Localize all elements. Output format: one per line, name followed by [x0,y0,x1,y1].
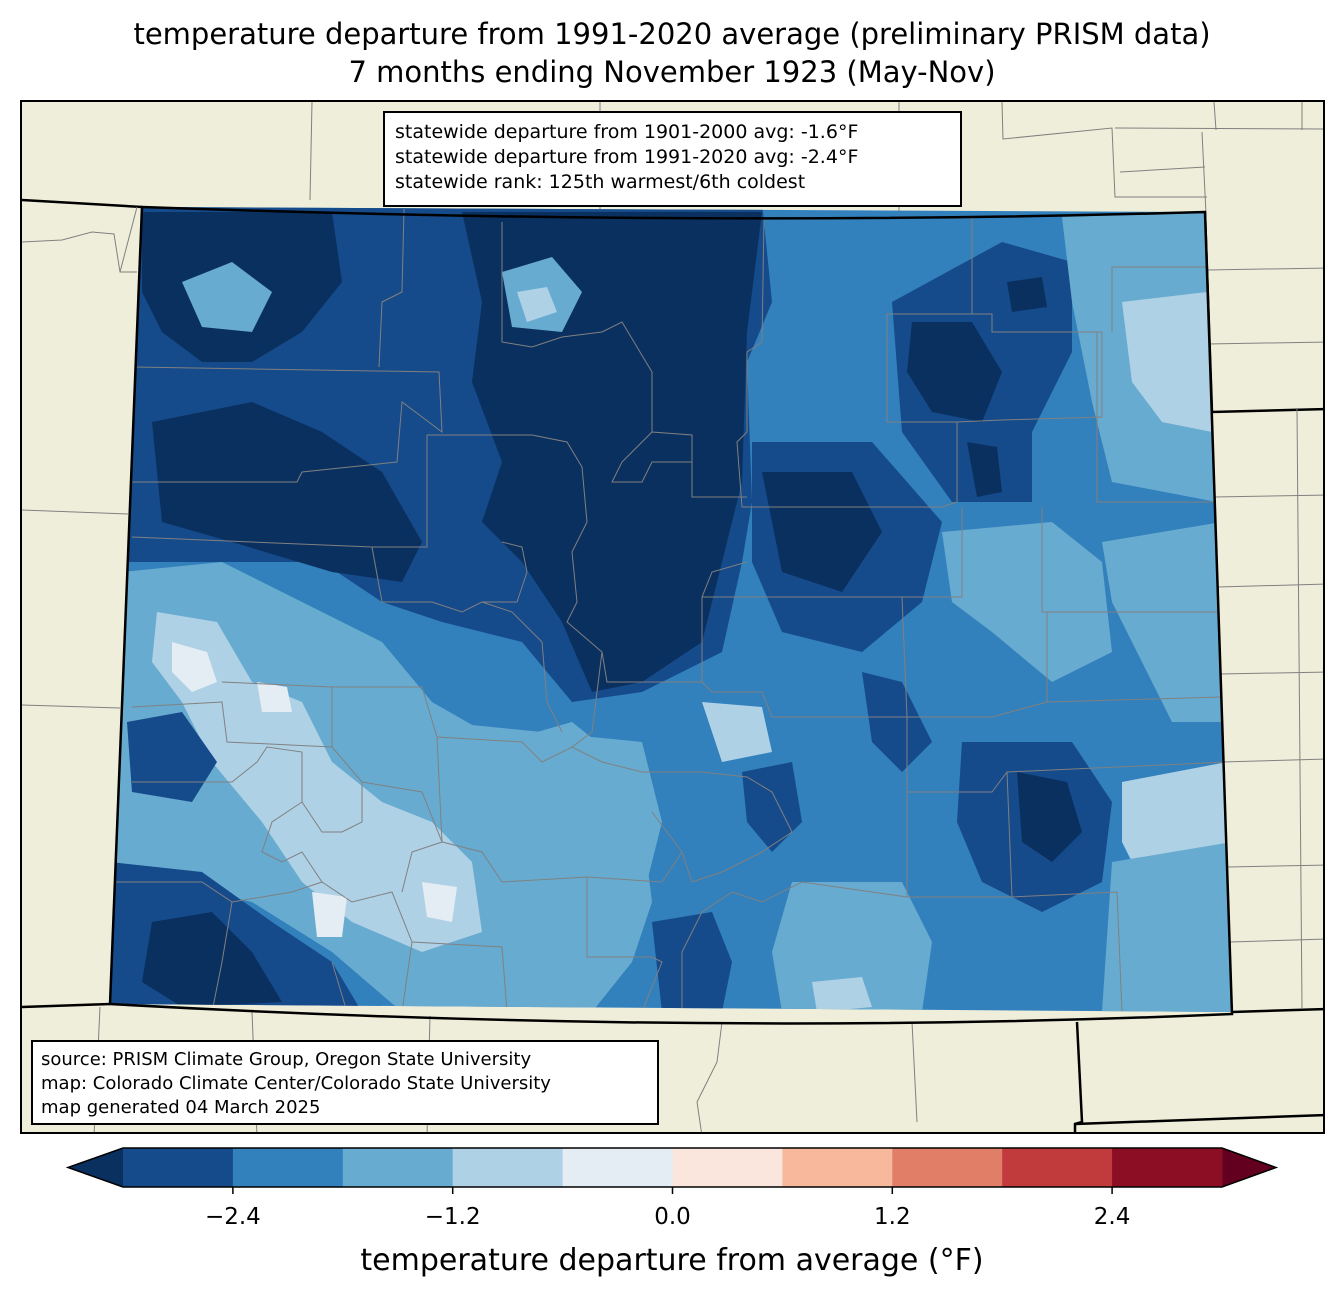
colorbar-tick-label: −1.2 [424,1204,481,1230]
colorbar [65,1147,1279,1194]
colorbar-bin-2 [342,1148,454,1187]
colorbar-bin-0 [123,1148,234,1187]
colorbar-under-arrow [68,1148,123,1187]
map-title-line-1: temperature departure from 1991-2020 ave… [133,17,1211,51]
map-panel [20,100,1325,1134]
source-credit-box: source: PRISM Climate Group, Oregon Stat… [31,1040,659,1125]
colorbar-over-arrow [1222,1148,1276,1187]
colorbar-label: temperature departure from average (°F) [360,1243,984,1278]
colorbar-bin-6 [782,1148,893,1187]
colorbar-bin-8 [1002,1148,1113,1187]
map-title-line-2: 7 months ending November 1923 (May-Nov) [348,55,996,89]
colorado-county-lines [110,208,1228,1012]
zone-darkest-west [152,402,422,582]
colorbar-bin-5 [672,1148,783,1187]
colorbar-outline [65,1147,1279,1188]
colorbar-tick-label: 1.2 [874,1204,911,1230]
statewide-stats-box: statewide departure from 1901-2000 avg: … [383,111,962,207]
colorbar-tick-label: −2.4 [204,1204,261,1230]
temperature-field [110,207,1232,1012]
stats-line-1900-2000: statewide departure from 1901-2000 avg: … [395,121,859,143]
colorbar-bin-3 [452,1148,564,1187]
source-line: source: PRISM Climate Group, Oregon Stat… [41,1049,532,1070]
zone-light-south [772,882,932,1012]
generated-date-line: map generated 04 March 2025 [41,1097,321,1118]
colorbar-bin-9 [1112,1148,1223,1187]
colorbar-tick-label: 2.4 [1093,1204,1131,1230]
colorado-temperature-map [22,102,1323,1132]
map-credit-line: map: Colorado Climate Center/Colorado St… [41,1073,551,1094]
colorbar-bin-4 [562,1148,673,1187]
colorbar-bin-1 [232,1148,344,1187]
colorbar-bin-7 [892,1148,1003,1187]
zone-light-southcentral [442,722,662,902]
colorbar-tick-label: 0.0 [654,1204,691,1230]
stats-line-rank: statewide rank: 125th warmest/6th coldes… [395,171,806,193]
stats-line-1991-2020: statewide departure from 1991-2020 avg: … [395,146,859,168]
zone-darkest-central [462,212,762,692]
colorado-state-outline [108,205,1234,1025]
